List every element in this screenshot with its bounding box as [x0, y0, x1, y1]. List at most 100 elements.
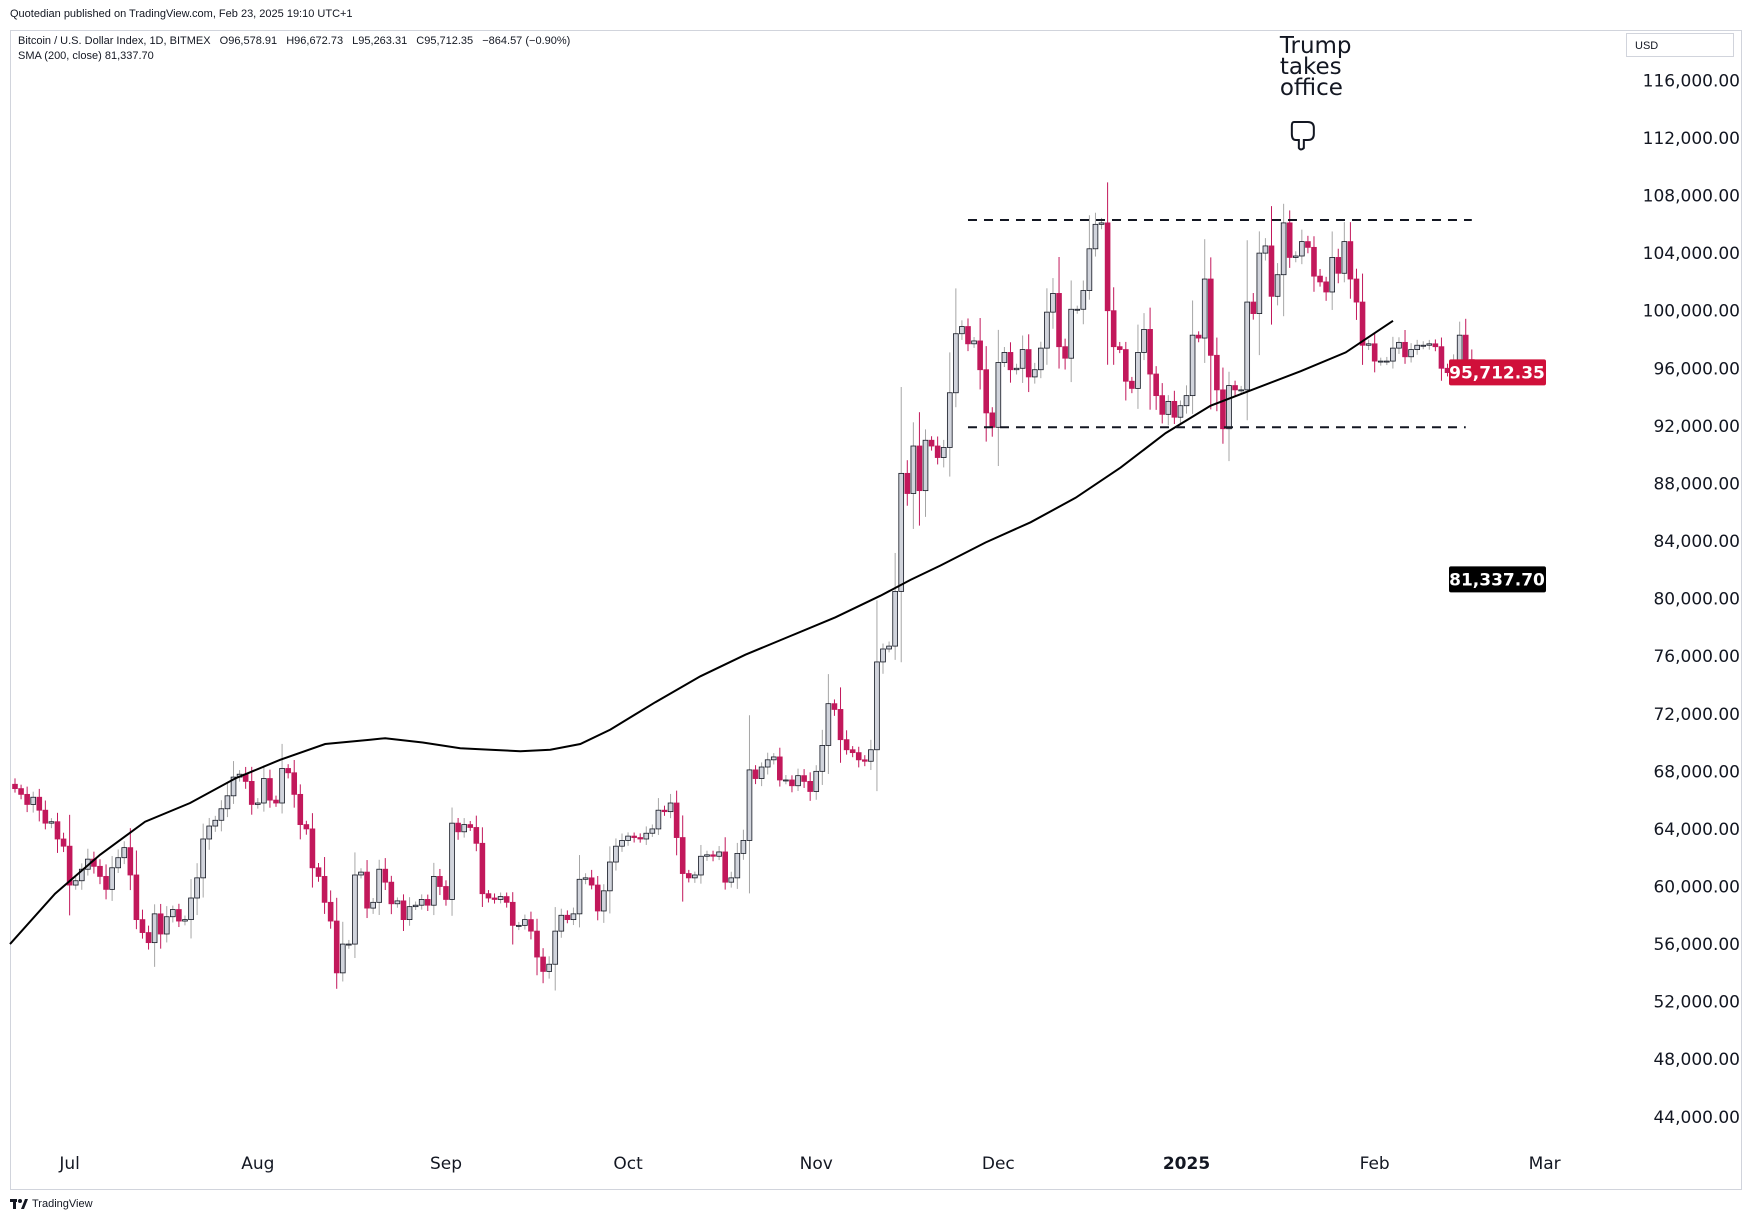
candle-body[interactable]	[710, 854, 716, 857]
candle-body[interactable]	[685, 873, 692, 879]
candle-body[interactable]	[892, 591, 898, 647]
candle-body[interactable]	[455, 822, 461, 833]
candle-body[interactable]	[813, 770, 820, 792]
candle-body[interactable]	[679, 837, 686, 874]
candle-body[interactable]	[473, 827, 480, 844]
candle-body[interactable]	[424, 899, 431, 906]
candle-body[interactable]	[552, 930, 559, 965]
candle-body[interactable]	[1256, 252, 1263, 314]
candle-body[interactable]	[649, 828, 656, 834]
candle-body[interactable]	[60, 838, 67, 847]
candle-body[interactable]	[880, 648, 886, 663]
candle-body[interactable]	[692, 874, 698, 879]
candle-body[interactable]	[874, 661, 880, 751]
candle-body[interactable]	[352, 874, 358, 945]
candle-body[interactable]	[910, 445, 917, 494]
candle-body[interactable]	[194, 877, 200, 899]
candle-body[interactable]	[1031, 369, 1038, 378]
candle-body[interactable]	[783, 779, 789, 782]
candle-body[interactable]	[212, 819, 219, 827]
candle-body[interactable]	[522, 919, 528, 926]
candle-body[interactable]	[1214, 354, 1220, 391]
candle-body[interactable]	[109, 867, 115, 890]
candle-body[interactable]	[789, 779, 795, 787]
candle-body[interactable]	[206, 825, 213, 840]
candle-body[interactable]	[1359, 301, 1366, 346]
candle-body[interactable]	[1201, 278, 1208, 339]
candle-body[interactable]	[127, 847, 134, 876]
symbol-label[interactable]: Bitcoin / U.S. Dollar Index, 1D, BITMEX	[18, 35, 211, 47]
candle-body[interactable]	[1177, 405, 1184, 418]
candle-body[interactable]	[637, 837, 644, 840]
candle-body[interactable]	[564, 914, 571, 921]
candle-body[interactable]	[443, 886, 449, 900]
candle-body[interactable]	[370, 901, 376, 909]
candle-body[interactable]	[1238, 389, 1244, 392]
candle-body[interactable]	[48, 821, 55, 824]
candle-body[interactable]	[1462, 334, 1469, 361]
candle-body[interactable]	[1207, 278, 1214, 356]
candle-body[interactable]	[248, 781, 255, 805]
candle-body[interactable]	[1323, 281, 1329, 293]
candle-body[interactable]	[995, 362, 1002, 428]
candle-body[interactable]	[54, 821, 61, 840]
candle-body[interactable]	[36, 796, 43, 811]
candle-body[interactable]	[558, 914, 565, 932]
candle-body[interactable]	[97, 865, 103, 877]
candle-body[interactable]	[491, 897, 498, 900]
candle-body[interactable]	[758, 766, 765, 779]
candle-body[interactable]	[1147, 329, 1153, 375]
candle-body[interactable]	[1250, 301, 1257, 314]
candle-body[interactable]	[437, 876, 443, 887]
candle-body[interactable]	[655, 809, 662, 830]
candle-body[interactable]	[540, 956, 546, 972]
candle-body[interactable]	[285, 768, 291, 774]
candle-body[interactable]	[121, 847, 128, 859]
candle-body[interactable]	[1001, 352, 1008, 363]
candle-body[interactable]	[315, 867, 322, 877]
candle-body[interactable]	[752, 769, 759, 779]
candle-body[interactable]	[1402, 341, 1408, 358]
candle-body[interactable]	[1317, 275, 1323, 283]
candle-body[interactable]	[916, 445, 923, 492]
candle-body[interactable]	[467, 824, 474, 828]
candle-body[interactable]	[151, 913, 158, 944]
candle-body[interactable]	[1183, 395, 1190, 407]
candle-body[interactable]	[1086, 248, 1093, 291]
candle-body[interactable]	[321, 876, 328, 903]
candle-body[interactable]	[1074, 308, 1081, 311]
candle-body[interactable]	[327, 901, 334, 922]
candle-body[interactable]	[1420, 344, 1427, 347]
candle-body[interactable]	[145, 932, 152, 944]
candle-body[interactable]	[267, 778, 273, 801]
candle-body[interactable]	[728, 877, 735, 883]
candle-body[interactable]	[509, 901, 516, 926]
candle-body[interactable]	[1305, 241, 1311, 248]
candle-body[interactable]	[163, 916, 170, 935]
candle-body[interactable]	[1007, 352, 1014, 371]
candle-body[interactable]	[224, 795, 231, 810]
candle-body[interactable]	[886, 645, 892, 650]
candle-body[interactable]	[1050, 293, 1056, 313]
candle-body[interactable]	[1335, 257, 1342, 274]
candle-body[interactable]	[449, 822, 455, 900]
candle-body[interactable]	[1280, 222, 1287, 276]
candle-body[interactable]	[400, 900, 407, 921]
candle-body[interactable]	[218, 808, 225, 821]
candle-body[interactable]	[1141, 329, 1147, 353]
candle-body[interactable]	[12, 783, 18, 790]
candle-body[interactable]	[1341, 241, 1348, 274]
candle-body[interactable]	[1135, 352, 1141, 389]
candle-body[interactable]	[461, 824, 467, 833]
candle-body[interactable]	[1129, 380, 1135, 389]
candle-body[interactable]	[570, 913, 577, 921]
candle-body[interactable]	[959, 326, 965, 335]
sma-label[interactable]: SMA (200, close)	[18, 50, 102, 62]
candle-body[interactable]	[849, 749, 856, 754]
candle-body[interactable]	[1068, 308, 1074, 359]
candle-body[interactable]	[934, 445, 941, 458]
candle-body[interactable]	[1353, 278, 1360, 303]
candle-body[interactable]	[582, 877, 589, 880]
candle-body[interactable]	[661, 809, 668, 813]
